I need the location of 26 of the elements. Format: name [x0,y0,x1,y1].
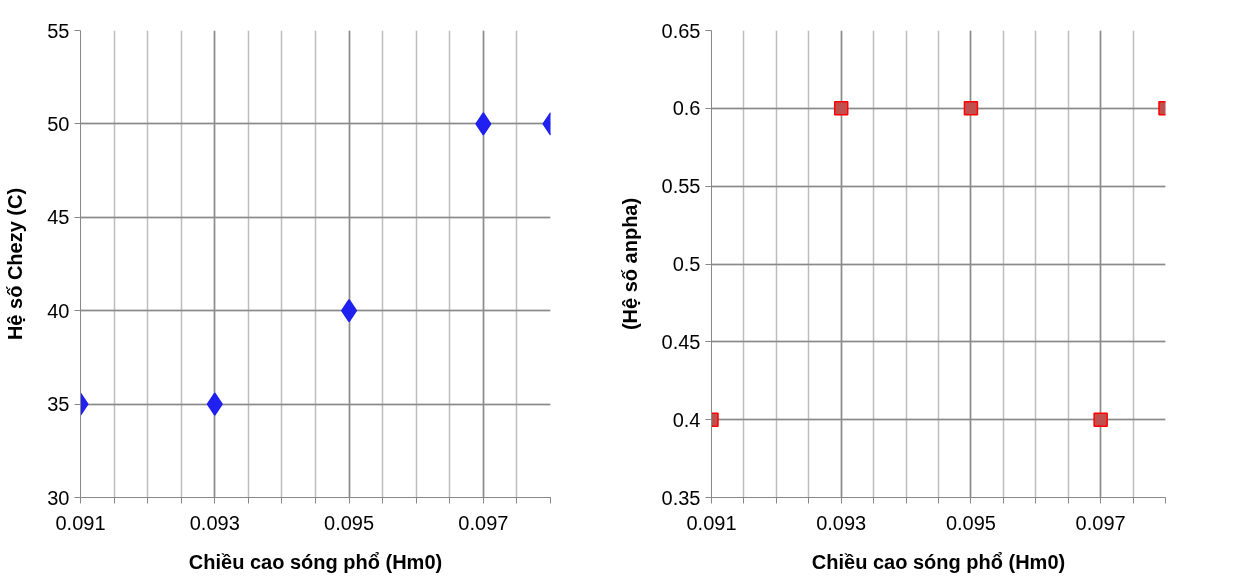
x-tick-label: 0.097 [1075,511,1126,534]
x-tick-label: 0.093 [189,511,240,534]
y-tick-label: 0.55 [661,175,701,198]
x-axis-title: Chiều cao sóng phổ (Hm0) [811,550,1066,573]
y-tick-label: 45 [47,206,70,229]
x-axis-title: Chiều cao sóng phổ (Hm0) [188,550,443,573]
x-tick-label: 0.095 [324,511,375,534]
y-tick-label: 0.5 [672,253,701,275]
y-axis-title: (Hệ số anpha) [618,197,641,331]
y-tick-label: 0.65 [661,19,701,42]
y-tick-label: 0.45 [661,330,701,353]
y-tick-label: 30 [47,486,70,509]
y-tick-label: 40 [47,299,70,322]
x-tick-label: 0.091 [55,511,106,534]
y-tick-label: 0.4 [672,408,701,431]
y-tick-label: 0.6 [672,97,701,120]
y-tick-label: 55 [47,19,70,42]
y-tick-label: 50 [47,112,70,135]
y-axis-title: Hệ số Chezy (C) [4,187,27,341]
x-tick-label: 0.097 [458,511,509,534]
point [340,298,358,323]
x-tick-label: 0.091 [686,511,737,534]
x-tick-label: 0.095 [945,511,996,534]
y-tick-label: 0.35 [661,486,701,509]
y-tick-label: 35 [47,393,70,416]
x-tick-label: 0.093 [816,511,867,534]
